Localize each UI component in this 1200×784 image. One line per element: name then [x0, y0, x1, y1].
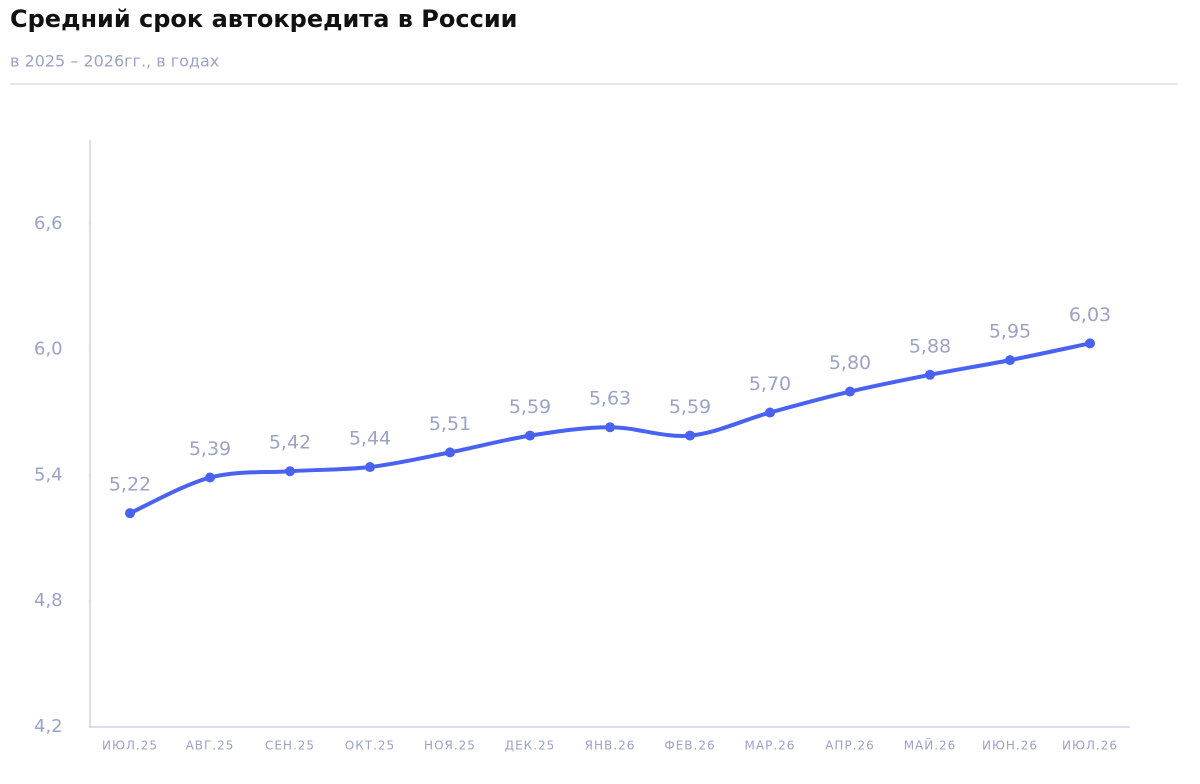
point — [685, 430, 695, 441]
y-tick-label: 6,0 — [34, 339, 63, 360]
x-tick-label: ЯНВ.26 — [585, 739, 636, 753]
data-label: 6,03 — [1069, 304, 1111, 326]
x-tick-label: ИЮЛ.25 — [102, 739, 158, 753]
data-label: 5,95 — [989, 321, 1031, 343]
x-tick-label: ФЕВ.26 — [664, 739, 715, 753]
chart-subtitle: в 2025 – 2026гг., в годах — [10, 52, 219, 71]
point — [765, 407, 775, 418]
point — [205, 472, 215, 483]
data-label: 5,80 — [829, 352, 871, 374]
data-label: 5,63 — [589, 388, 631, 410]
x-tick-label: АПР.26 — [825, 739, 875, 753]
data-label: 5,51 — [429, 413, 471, 435]
y-tick-label: 4,8 — [34, 590, 63, 611]
x-tick-label: НОЯ.25 — [424, 739, 476, 753]
chart-title: Средний срок автокредита в России — [10, 5, 517, 33]
data-label: 5,44 — [349, 428, 391, 450]
data-label: 5,59 — [669, 396, 711, 418]
data-label: 5,42 — [269, 432, 311, 454]
point — [845, 386, 855, 397]
y-tick-label: 6,6 — [34, 213, 63, 234]
x-tick-label: ИЮЛ.26 — [1062, 739, 1118, 753]
point — [1005, 355, 1015, 366]
x-tick-label: ОКТ.25 — [345, 739, 395, 753]
point — [445, 447, 455, 458]
y-tick-label: 5,4 — [34, 464, 63, 485]
data-label: 5,59 — [509, 396, 551, 418]
point — [1085, 338, 1095, 349]
point — [525, 430, 535, 441]
x-tick-label: АВГ.25 — [186, 739, 235, 753]
data-label: 5,22 — [109, 474, 151, 496]
data-label: 5,88 — [909, 335, 951, 357]
x-tick-label: МАР.26 — [745, 739, 796, 753]
x-tick-label: ДЕК.25 — [505, 739, 556, 753]
point — [605, 422, 615, 433]
point — [925, 369, 935, 380]
x-tick-label: МАЙ.26 — [904, 738, 957, 753]
x-tick-label: СЕН.25 — [265, 739, 315, 753]
x-tick-label: ИЮН.26 — [982, 739, 1038, 753]
data-label: 5,39 — [189, 438, 231, 460]
point — [365, 462, 375, 473]
y-tick-label: 4,2 — [34, 716, 63, 737]
point — [125, 508, 135, 519]
point — [285, 466, 295, 477]
data-label: 5,70 — [749, 373, 791, 395]
